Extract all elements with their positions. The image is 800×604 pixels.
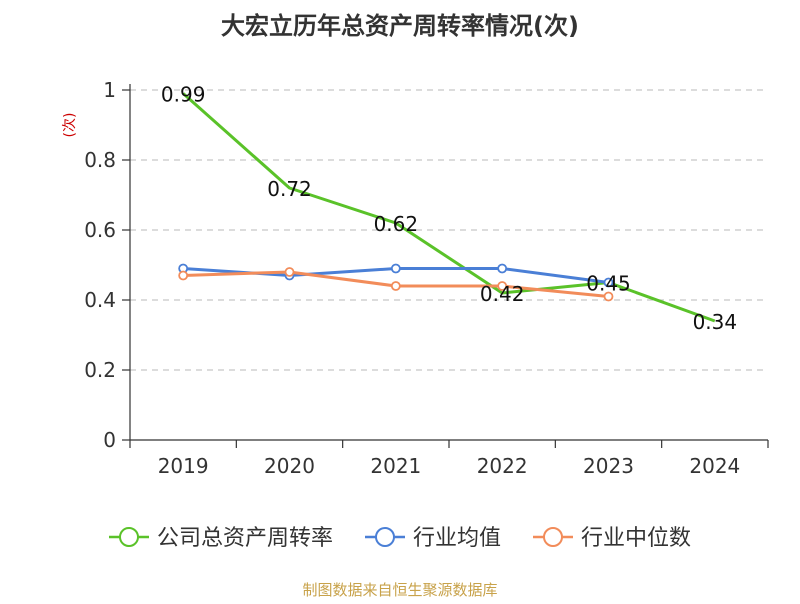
legend-label-1: 行业均值: [413, 526, 501, 551]
legend-item-0[interactable]: 公司总资产周转率: [109, 526, 333, 551]
source-note: 制图数据来自恒生聚源数据库: [302, 581, 497, 599]
legend-item-1[interactable]: 行业均值: [365, 526, 501, 551]
y-tick-label-2: 0.4: [84, 288, 116, 312]
data-label-2024: 0.34: [693, 310, 738, 334]
series-layer: [178, 92, 716, 323]
x-tick-label-2020: 2020: [264, 454, 315, 478]
data-label-2021: 0.62: [374, 212, 419, 236]
y-tick-label-0: 0: [103, 428, 116, 452]
series-2-point-2019: [178, 270, 189, 281]
legend-label-0: 公司总资产周转率: [157, 526, 333, 551]
legend-label-2: 行业中位数: [581, 526, 691, 551]
series-1-point-2022: [497, 263, 508, 274]
x-tick-label-2021: 2021: [370, 454, 421, 478]
grid-layer: [130, 89, 768, 371]
y-tick-label-1: 0.2: [84, 358, 116, 382]
legend-marker-1: [375, 527, 395, 547]
legend-item-2[interactable]: 行业中位数: [533, 526, 691, 551]
series-2-point-2022: [497, 281, 508, 291]
legend[interactable]: 公司总资产周转率 行业均值 行业中位数: [109, 526, 691, 551]
data-label-2022: 0.42: [480, 282, 525, 306]
legend-marker-2: [543, 527, 563, 547]
x-tick-label-2019: 2019: [158, 454, 209, 478]
x-tick-label-2022: 2022: [477, 454, 528, 478]
series-1-point-2021: [390, 263, 401, 274]
x-tick-label-2024: 2024: [689, 454, 740, 478]
y-axis-unit-label: (次): [62, 113, 78, 138]
chart-title: 大宏立历年总资产周转率情况(次): [221, 12, 579, 40]
data-label-layer: 0.99 0.72 0.62 0.42 0.45 0.34: [161, 83, 737, 335]
data-label-2023: 0.45: [586, 272, 631, 296]
data-label-2019: 0.99: [161, 83, 206, 107]
series-line-0: [182, 92, 716, 323]
data-label-2020: 0.72: [267, 177, 312, 201]
series-2-point-2021: [390, 281, 401, 291]
series-2-point-2023: [603, 291, 614, 302]
legend-marker-0: [119, 527, 139, 547]
series-2-point-2020: [284, 267, 295, 277]
y-tick-label-4: 0.8: [84, 148, 116, 172]
series-1-point-2023: [603, 277, 614, 288]
x-tick-label-2023: 2023: [583, 454, 634, 478]
y-tick-label-3: 0.6: [84, 218, 116, 242]
y-tick-label-5: 1: [103, 78, 116, 102]
axis-layer: 0 0.2 0.4 0.6 0.8 1 2019 2020 2021 2022 2023 2024: [84, 78, 769, 478]
